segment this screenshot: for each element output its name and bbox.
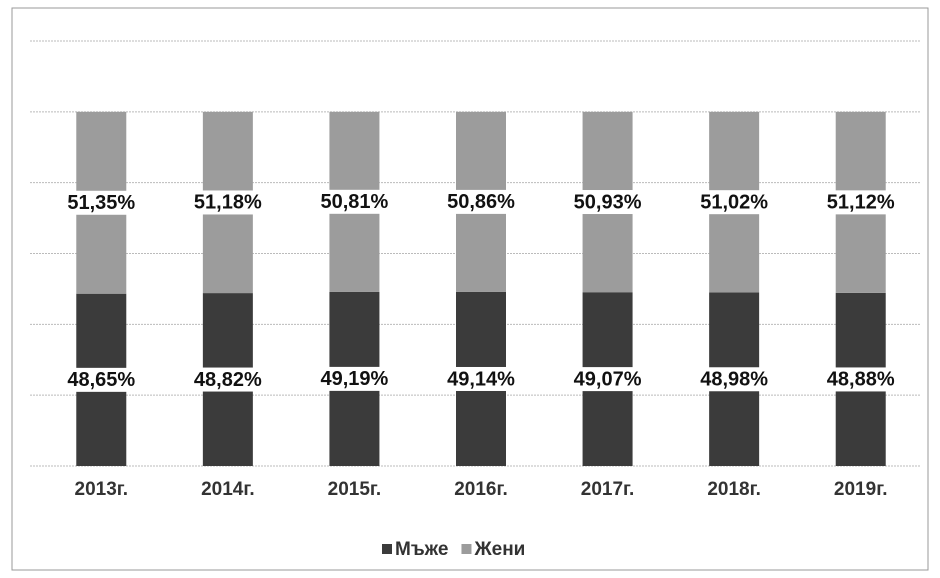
- value-label: 48,65%: [67, 369, 135, 391]
- x-tick-label: 2018г.: [707, 479, 761, 500]
- label-background: [169, 367, 286, 392]
- value-label: 51,02%: [700, 191, 768, 213]
- x-tick-label: 2014г.: [201, 479, 255, 500]
- label-background: [802, 367, 919, 392]
- legend-swatch: [461, 544, 472, 554]
- value-label: 48,88%: [827, 369, 895, 391]
- label-background: [43, 367, 160, 392]
- label-background: [43, 190, 160, 215]
- label-background: [423, 189, 539, 214]
- value-label: 50,86%: [447, 191, 515, 213]
- value-label: 48,98%: [700, 369, 768, 391]
- label-background: [296, 366, 413, 391]
- label-background: [549, 367, 666, 392]
- label-background: [169, 190, 286, 215]
- value-label: 50,93%: [574, 191, 642, 213]
- x-tick-label: 2019г.: [834, 479, 888, 500]
- label-background: [423, 366, 539, 391]
- x-tick-label: 2013г.: [75, 479, 129, 500]
- x-tick-label: 2015г.: [328, 479, 382, 500]
- value-label: 49,07%: [574, 368, 642, 390]
- legend-label: Жени: [473, 539, 525, 560]
- x-tick-label: 2016г.: [454, 479, 508, 500]
- value-label: 49,19%: [321, 368, 389, 390]
- value-label: 51,18%: [194, 192, 262, 214]
- value-label: 49,14%: [447, 368, 515, 390]
- x-tick-label: 2017г.: [581, 479, 635, 500]
- value-label: 51,35%: [67, 192, 135, 214]
- legend-label: Мъже: [395, 539, 448, 560]
- label-background: [802, 190, 919, 215]
- label-background: [549, 190, 666, 215]
- value-label: 51,12%: [827, 192, 895, 214]
- value-label: 48,82%: [194, 369, 262, 391]
- value-label: 50,81%: [321, 191, 389, 213]
- label-background: [676, 190, 793, 215]
- label-background: [296, 189, 413, 214]
- label-background: [676, 367, 793, 392]
- legend-swatch: [382, 544, 392, 554]
